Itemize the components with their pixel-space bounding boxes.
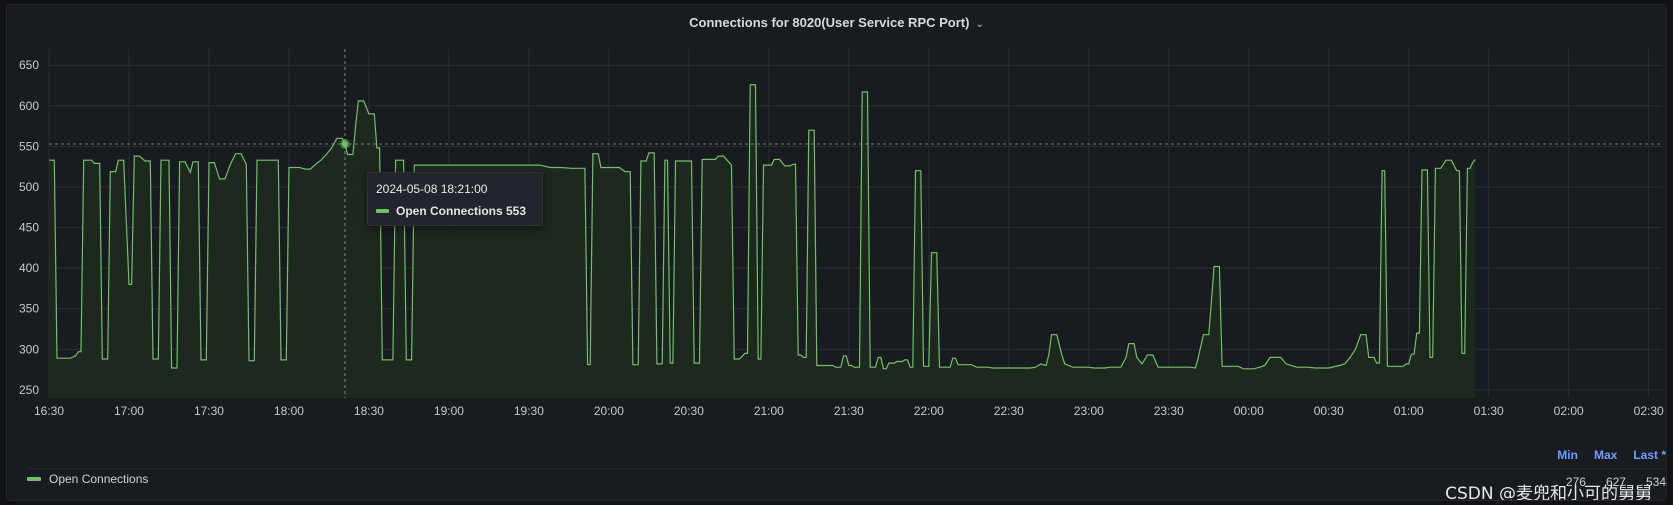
tooltip-time: 2024-05-08 18:21:00 (376, 182, 488, 196)
x-tick-label: 19:00 (434, 404, 464, 418)
series-swatch-icon (376, 209, 389, 213)
legend-series-name[interactable]: Open Connections (49, 472, 149, 486)
legend-stat-min-value: 276 (1565, 475, 1586, 489)
x-tick-label: 18:00 (274, 404, 304, 418)
x-tick-label: 18:30 (354, 404, 384, 418)
legend-stat-headers: Min Max Last * (1541, 448, 1666, 462)
graph-panel: Connections for 8020(User Service RPC Po… (6, 4, 1667, 501)
series-line-open-connections (49, 84, 1476, 370)
legend-stat-last-value: 534 (1645, 475, 1666, 489)
chevron-down-icon[interactable]: ⌄ (975, 19, 984, 30)
x-tick-label: 01:00 (1394, 404, 1424, 418)
x-tick-label: 22:00 (914, 404, 944, 418)
tooltip-row: Open Connections 553 (376, 204, 534, 218)
x-tick-label: 01:30 (1474, 404, 1504, 418)
legend-item[interactable]: Open Connections (27, 472, 148, 486)
x-tick-label: 19:30 (514, 404, 544, 418)
y-tick-label: 450 (19, 221, 39, 235)
x-tick-label: 02:30 (1634, 404, 1664, 418)
y-tick-label: 250 (19, 383, 39, 397)
legend-swatch-icon[interactable] (27, 477, 41, 481)
tooltip-series-name: Open Connections (396, 204, 503, 218)
x-tick-label: 16:30 (34, 404, 64, 418)
x-tick-label: 20:30 (674, 404, 704, 418)
legend-divider (27, 468, 1666, 469)
legend-stat-min-label[interactable]: Min (1557, 448, 1578, 462)
chart-canvas[interactable]: 250 300 350 400 450 500 550 600 650 16:30 17:00 17:… (7, 5, 1667, 501)
y-tick-label: 300 (19, 342, 39, 356)
x-tick-label: 02:00 (1554, 404, 1584, 418)
x-tick-label: 17:00 (114, 404, 144, 418)
y-tick-label: 350 (19, 302, 39, 316)
y-tick-label: 550 (19, 139, 39, 153)
legend-stat-values: 276 627 534 (1546, 475, 1666, 489)
panel-title-text[interactable]: Connections for 8020(User Service RPC Po… (689, 15, 970, 30)
x-tick-label: 17:30 (194, 404, 224, 418)
y-tick-label: 650 (19, 58, 39, 72)
x-tick-label: 22:30 (994, 404, 1024, 418)
hover-tooltip: 2024-05-08 18:21:00 Open Connections 553 (367, 172, 543, 226)
y-tick-label: 600 (19, 99, 39, 113)
x-tick-label: 21:30 (834, 404, 864, 418)
legend-stat-max-label[interactable]: Max (1593, 448, 1618, 462)
legend-stat-max-value: 627 (1605, 475, 1626, 489)
x-tick-label: 21:00 (754, 404, 784, 418)
x-tick-label: 20:00 (594, 404, 624, 418)
y-tick-label: 400 (19, 261, 39, 275)
hover-point (341, 140, 348, 147)
x-tick-label: 23:00 (1074, 404, 1104, 418)
x-tick-label: 23:30 (1154, 404, 1184, 418)
legend-stat-last-label[interactable]: Last * (1633, 448, 1666, 462)
tooltip-value: 553 (506, 204, 527, 218)
x-tick-label: 00:30 (1314, 404, 1344, 418)
panel-title[interactable]: Connections for 8020(User Service RPC Po… (7, 15, 1666, 30)
x-tick-label: 00:00 (1234, 404, 1264, 418)
y-tick-label: 500 (19, 180, 39, 194)
watermark: CSDN @麦兜和小可的舅舅 (1445, 484, 1652, 501)
